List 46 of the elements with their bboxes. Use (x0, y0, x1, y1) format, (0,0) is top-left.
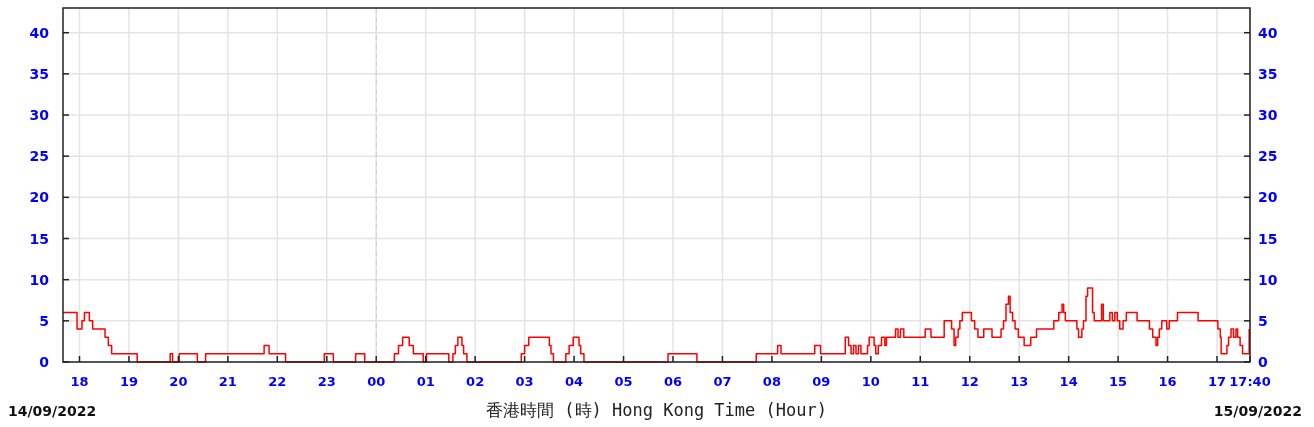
y2-tick-label: 0 (1258, 354, 1268, 370)
y2-tick-label: 5 (1258, 312, 1268, 329)
y-tick-label: 35 (29, 65, 49, 82)
x-tick-label: 04 (565, 374, 584, 389)
y2-tick-label: 25 (1258, 148, 1278, 165)
x-tick-label: 20 (169, 374, 188, 389)
x-tick-label: 11 (911, 374, 930, 389)
x-tick-label: 06 (663, 374, 683, 389)
x-tick-label: 21 (218, 374, 237, 389)
x-tick-label: 01 (416, 374, 435, 389)
x-tick-label: 02 (466, 374, 485, 389)
text: 15/09/2022 (1213, 403, 1302, 419)
x-tick-label: 03 (515, 374, 534, 389)
x-tick-label: 16 (1158, 374, 1177, 389)
y-tick-label: 5 (39, 312, 49, 329)
text: 14/09/2022 (8, 403, 97, 419)
x-tick-label: 08 (762, 374, 781, 389)
y-tick-label: 20 (29, 189, 50, 206)
y-tick-label: 25 (29, 148, 49, 165)
x-tick-label: 14 (1059, 374, 1078, 389)
x-tick-label: 00 (367, 374, 386, 389)
y2-tick-label: 30 (1258, 107, 1278, 124)
y2-tick-label: 10 (1258, 271, 1278, 288)
x-tick-label: 12 (960, 374, 979, 389)
x-tick-label: 19 (119, 374, 138, 389)
y-tick-label: 0 (39, 354, 50, 370)
y2-tick-label: 15 (1258, 230, 1278, 247)
x-tick-label: 13 (1010, 374, 1029, 389)
x-tick-label: 22 (268, 374, 287, 389)
x-tick-label: 10 (861, 374, 880, 389)
x-tick-label: 17:40 (1229, 374, 1271, 389)
x-tick-label: 18 (70, 374, 89, 389)
x-tick-label: 05 (614, 374, 633, 389)
y2-tick-label: 40 (1258, 24, 1278, 41)
y-tick-label: 40 (29, 24, 50, 41)
x-tick-label: 15 (1109, 374, 1128, 389)
y2-tick-label: 35 (1258, 65, 1278, 82)
y-tick-label: 30 (29, 107, 50, 124)
x-tick-label: 17 (1207, 374, 1227, 389)
y-tick-label: 15 (29, 230, 49, 247)
x-tick-label: 09 (812, 374, 831, 389)
y2-tick-label: 20 (1258, 189, 1278, 206)
x-axis-title: 香港時間 (時) Hong Kong Time (Hour) (486, 400, 827, 420)
x-tick-label: 07 (713, 374, 732, 389)
x-tick-label: 23 (317, 374, 336, 389)
y-tick-label: 10 (29, 271, 50, 288)
